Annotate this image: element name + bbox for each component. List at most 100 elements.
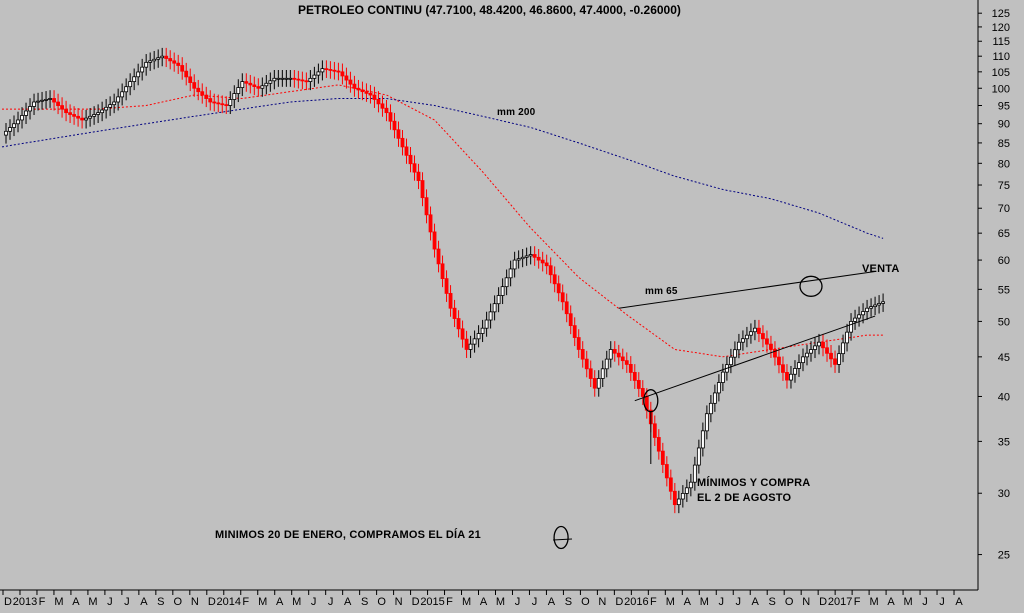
- price-bar-body: [232, 93, 237, 100]
- price-bar-body: [224, 104, 229, 107]
- price-bar-body: [805, 352, 809, 358]
- price-bar-body: [712, 392, 717, 404]
- lower-trendline: [634, 315, 876, 402]
- price-bar-body: [749, 331, 753, 336]
- price-bar-body: [420, 180, 425, 199]
- january-low-label: MINIMOS 20 DE ENERO, COMPRAMOS EL DÍA 21: [215, 528, 481, 541]
- x-tick-label: D: [208, 596, 216, 608]
- price-bar-body: [444, 278, 449, 294]
- x-tick-label: A: [752, 596, 760, 608]
- price-bar-body: [572, 325, 577, 338]
- price-bar-body: [777, 356, 781, 366]
- x-tick-label: S: [361, 596, 368, 608]
- price-bar-body: [12, 123, 16, 128]
- price-bar-body: [168, 58, 173, 62]
- price-bar-body: [376, 99, 381, 105]
- price-bar-body: [36, 100, 40, 103]
- price-bar-body: [460, 328, 465, 340]
- price-bar-body: [60, 105, 64, 110]
- x-tick-label: O: [581, 596, 590, 608]
- x-tick-label: D: [412, 596, 420, 608]
- price-bar-body: [841, 342, 845, 355]
- price-bar-body: [212, 101, 217, 104]
- price-bar-body: [144, 61, 149, 68]
- price-bar-body: [833, 358, 837, 365]
- price-bar-body: [88, 115, 93, 119]
- price-bar-body: [80, 117, 84, 121]
- price-bar-body: [801, 356, 805, 364]
- january-low-connector: [553, 538, 573, 541]
- price-bar-body: [720, 371, 725, 383]
- x-tick-label: 2013: [13, 596, 37, 608]
- price-bar-body: [584, 358, 589, 370]
- price-bar-body: [704, 413, 709, 432]
- price-bar-body: [292, 77, 297, 80]
- y-tick-label: 40: [998, 391, 1010, 403]
- price-bar-body: [44, 98, 48, 101]
- x-tick-label: J: [107, 596, 113, 608]
- y-tick-label: 115: [992, 36, 1010, 48]
- price-bar-body: [196, 87, 201, 93]
- price-bar-body: [616, 352, 621, 358]
- price-bar-body: [688, 481, 693, 489]
- price-bar-body: [160, 55, 165, 59]
- price-bar-body: [432, 231, 437, 250]
- price-bar-body: [496, 295, 501, 305]
- price-bar-body: [172, 60, 177, 64]
- price-bar-body: [424, 197, 429, 216]
- price-bar-body: [636, 380, 641, 389]
- price-bar-body: [316, 71, 321, 76]
- x-tick-label: 2015: [420, 596, 444, 608]
- price-bar-body: [176, 62, 181, 66]
- price-bar-body: [108, 104, 113, 108]
- price-bar-body: [612, 349, 617, 354]
- price-bar-body: [881, 301, 885, 304]
- price-bar-body: [248, 82, 253, 86]
- price-bar-body: [524, 255, 529, 258]
- price-bar-body: [252, 84, 257, 87]
- price-bar-body: [857, 314, 861, 319]
- price-bar-body: [128, 81, 133, 88]
- price-bar-body: [728, 356, 733, 366]
- price-bar-body: [364, 91, 369, 94]
- price-bar-body: [452, 307, 457, 319]
- price-bar-body: [716, 382, 721, 394]
- price-bar-body: [797, 362, 801, 369]
- price-bar-body: [632, 372, 637, 381]
- price-bar-body: [360, 89, 365, 93]
- august-low-label-line2: EL 2 DE AGOSTO: [697, 492, 792, 504]
- price-bar-body: [148, 60, 153, 63]
- price-bar-body: [308, 77, 313, 82]
- y-tick-label: 120: [992, 22, 1010, 34]
- price-bar-body: [789, 373, 793, 381]
- x-tick-label: J: [719, 596, 725, 608]
- price-bar-body: [116, 96, 121, 103]
- x-tick-label: N: [395, 596, 403, 608]
- x-tick-label: M: [870, 596, 879, 608]
- price-bar-body: [124, 86, 129, 93]
- price-bar-body: [696, 447, 701, 466]
- price-bar-body: [817, 341, 821, 347]
- price-bar-body: [765, 338, 769, 345]
- price-bar-body: [456, 318, 461, 330]
- price-bar-body: [380, 103, 385, 109]
- price-bar-body: [560, 292, 565, 303]
- price-bar-body: [352, 83, 357, 89]
- price-bar-body: [140, 66, 145, 73]
- price-bar-body: [564, 301, 569, 315]
- price-bar-body: [348, 79, 353, 85]
- price-bar-body: [188, 76, 193, 83]
- x-tick-label: A: [955, 596, 963, 608]
- price-bar-body: [152, 58, 157, 62]
- price-bar-body: [404, 146, 409, 156]
- venta-label: VENTA: [862, 263, 899, 275]
- x-tick-label: F: [446, 596, 453, 608]
- price-bar-body: [785, 372, 789, 381]
- x-tick-label: M: [666, 596, 675, 608]
- price-bar-body: [16, 119, 20, 125]
- x-tick-label: O: [174, 596, 183, 608]
- price-bar-body: [516, 258, 521, 261]
- price-bar-body: [484, 319, 489, 329]
- price-bar-body: [608, 349, 613, 360]
